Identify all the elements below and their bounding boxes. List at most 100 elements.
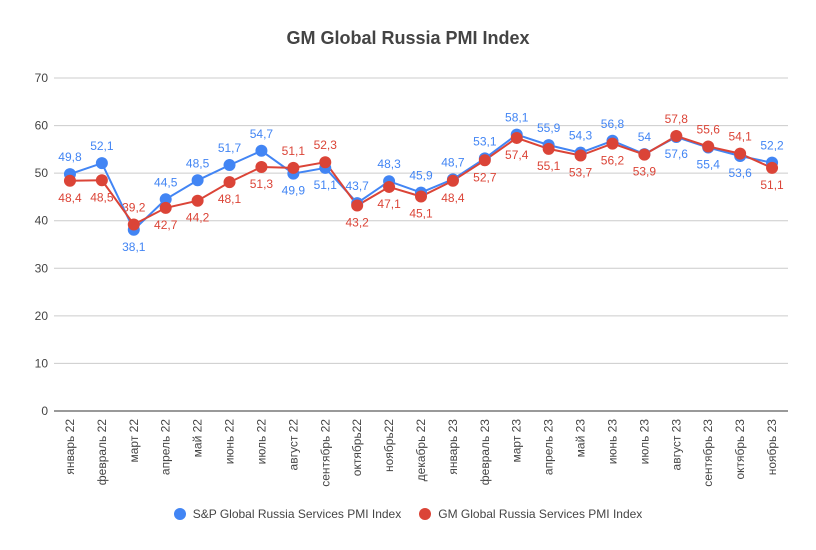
legend-marker-sp-global: [173, 508, 186, 520]
gridlines: [54, 77, 788, 412]
data-point[interactable]: [734, 147, 747, 160]
data-label: 49,9: [282, 184, 306, 198]
x-tick-label: июнь 22: [223, 419, 237, 465]
data-label: 55,1: [537, 159, 561, 173]
y-tick-label: 10: [35, 356, 49, 370]
y-tick-label: 70: [35, 71, 49, 85]
y-axis: 0 10 20 30 40 50 60 70: [35, 71, 49, 418]
data-point[interactable]: [574, 149, 587, 162]
data-labels: 49,8 48,4 52,1 48,5 38,1 39,2 44,5 42,7 48,5 44,2…: [58, 111, 784, 254]
y-tick-label: 0: [41, 404, 48, 418]
data-point[interactable]: [191, 174, 204, 187]
data-point[interactable]: [351, 199, 364, 212]
data-label: 54,3: [569, 129, 593, 143]
data-label: 51,1: [760, 178, 784, 192]
data-label: 44,5: [154, 175, 178, 189]
data-label: 53,9: [633, 165, 657, 179]
legend-marker-gm-global: [419, 508, 432, 520]
data-point[interactable]: [95, 174, 108, 187]
data-point[interactable]: [159, 193, 172, 206]
data-label: 54: [638, 130, 652, 144]
data-point[interactable]: [638, 148, 651, 161]
data-point[interactable]: [159, 201, 172, 214]
data-label: 48,4: [58, 191, 82, 205]
x-tick-label: октябрь22: [350, 419, 364, 477]
data-point[interactable]: [223, 176, 236, 189]
data-label: 51,1: [282, 144, 306, 158]
data-point[interactable]: [95, 157, 108, 170]
x-tick-label: март 22: [127, 419, 141, 463]
y-tick-label: 40: [35, 214, 49, 228]
data-label: 57,8: [665, 112, 689, 126]
x-tick-label: сентябрь 23: [701, 419, 715, 487]
data-label: 48,5: [186, 156, 210, 170]
data-label: 57,4: [505, 148, 529, 162]
x-tick-label: ноябрь 23: [765, 419, 779, 476]
data-point[interactable]: [606, 137, 619, 150]
data-point[interactable]: [255, 144, 268, 157]
data-label: 48,5: [90, 190, 114, 204]
data-label: 53,1: [473, 134, 497, 148]
data-label: 51,3: [250, 177, 274, 191]
data-point[interactable]: [383, 180, 396, 193]
data-point[interactable]: [223, 159, 236, 172]
data-label: 56,8: [601, 117, 625, 131]
data-point[interactable]: [255, 160, 268, 173]
data-label: 44,2: [186, 211, 210, 225]
data-point[interactable]: [127, 218, 140, 231]
data-label: 58,1: [505, 111, 529, 125]
data-label: 56,2: [601, 154, 625, 168]
data-label: 42,7: [154, 218, 178, 232]
data-label: 48,1: [218, 192, 242, 206]
data-point[interactable]: [415, 190, 427, 203]
data-point[interactable]: [63, 174, 76, 187]
data-label: 52,1: [90, 139, 114, 153]
data-point[interactable]: [510, 131, 523, 144]
x-tick-label: апрель 23: [542, 419, 556, 475]
x-tick-label: декабрь 22: [414, 419, 428, 482]
data-label: 47,1: [377, 197, 401, 211]
data-point[interactable]: [446, 174, 459, 187]
data-point[interactable]: [766, 161, 779, 174]
legend-label-sp-global: S&P Global Russia Services PMI Index: [192, 507, 402, 521]
data-label: 55,4: [697, 157, 721, 171]
data-label: 38,1: [122, 240, 146, 254]
data-label: 57,6: [665, 147, 689, 161]
data-label: 51,7: [218, 141, 242, 155]
x-tick-label: ноябрь22: [382, 419, 396, 472]
legend: S&P Global Russia Services PMI Index GM …: [0, 507, 816, 521]
x-tick-label: октябрь 23: [733, 419, 747, 480]
data-point[interactable]: [478, 154, 491, 167]
data-label: 43,7: [345, 179, 369, 193]
y-tick-label: 60: [35, 119, 49, 133]
legend-item-sp-global[interactable]: S&P Global Russia Services PMI Index: [173, 507, 402, 521]
data-point[interactable]: [319, 156, 332, 169]
data-label: 45,1: [409, 206, 433, 220]
x-tick-label: февраль 22: [95, 419, 109, 486]
data-label: 54,1: [728, 130, 752, 144]
data-label: 52,2: [760, 139, 784, 153]
data-point[interactable]: [542, 142, 555, 155]
x-tick-label: сентябрь 22: [318, 419, 332, 487]
x-tick-label: июнь 23: [605, 419, 619, 465]
data-label: 55,9: [537, 121, 561, 135]
data-point[interactable]: [191, 194, 204, 207]
data-point[interactable]: [287, 161, 300, 174]
legend-item-gm-global[interactable]: GM Global Russia Services PMI Index: [419, 507, 642, 521]
data-point[interactable]: [702, 140, 715, 153]
x-tick-label: март 23: [510, 419, 524, 463]
series-points: [63, 128, 779, 236]
data-label: 49,8: [58, 150, 82, 164]
data-label: 48,3: [377, 157, 401, 171]
data-label: 55,6: [697, 123, 721, 137]
x-tick-label: февраль 23: [478, 419, 492, 486]
chart-title: GM Global Russia PMI Index: [286, 28, 530, 48]
data-point[interactable]: [670, 130, 683, 143]
data-label: 53,6: [728, 166, 752, 180]
data-label: 52,7: [473, 170, 497, 184]
x-axis: январь 22 февраль 22 март 22 апрель 22 май 2…: [63, 419, 779, 487]
x-tick-label: август 22: [286, 419, 300, 471]
data-label: 43,2: [345, 215, 369, 229]
x-tick-label: май 23: [574, 419, 588, 458]
